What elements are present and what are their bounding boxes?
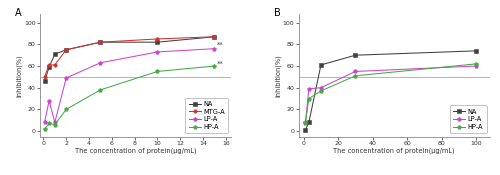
LP-A (352, 70, 358, 72)
HP-A (42, 128, 48, 130)
HP-A (63, 108, 69, 110)
Legend: NA, MTG-A, LP-A, HP-A: NA, MTG-A, LP-A, HP-A (185, 97, 228, 133)
Line: NA: NA (43, 35, 216, 83)
NA (306, 121, 312, 123)
HP-A (318, 90, 324, 92)
Text: **: ** (216, 42, 224, 48)
LP-A (63, 77, 69, 79)
HP-A (212, 65, 218, 67)
Line: MTG-A: MTG-A (43, 35, 216, 79)
NA (63, 49, 69, 51)
MTG-A (212, 36, 218, 38)
HP-A (46, 122, 52, 125)
Text: B: B (274, 8, 280, 18)
Y-axis label: Inhibition(%): Inhibition(%) (275, 54, 281, 97)
HP-A (98, 89, 103, 91)
HP-A (154, 70, 160, 72)
MTG-A (63, 49, 69, 51)
NA (302, 129, 308, 131)
HP-A (302, 122, 308, 125)
NA (52, 53, 58, 55)
NA (46, 66, 52, 68)
MTG-A (98, 41, 103, 43)
LP-A (318, 87, 324, 89)
LP-A (154, 51, 160, 53)
Line: HP-A: HP-A (42, 64, 216, 131)
X-axis label: The concentration of protein(μg/mL): The concentration of protein(μg/mL) (334, 147, 455, 153)
LP-A (473, 65, 479, 67)
HP-A (52, 124, 58, 126)
Line: HP-A: HP-A (304, 62, 478, 126)
NA (98, 41, 103, 43)
NA (212, 36, 218, 38)
NA (42, 80, 48, 82)
LP-A (302, 121, 308, 123)
Y-axis label: Inhibition(%): Inhibition(%) (16, 54, 23, 97)
Legend: NA, LP-A, HP-A: NA, LP-A, HP-A (450, 105, 486, 133)
LP-A (98, 62, 103, 64)
MTG-A (52, 64, 58, 66)
MTG-A (42, 76, 48, 78)
Text: A: A (15, 8, 22, 18)
HP-A (473, 63, 479, 65)
HP-A (352, 75, 358, 77)
LP-A (46, 100, 52, 102)
NA (154, 41, 160, 43)
LP-A (306, 88, 312, 90)
Line: NA: NA (304, 49, 478, 132)
Text: **: ** (216, 60, 224, 66)
Line: LP-A: LP-A (42, 47, 216, 124)
X-axis label: The concentration of protein(μg/mL): The concentration of protein(μg/mL) (75, 147, 196, 153)
MTG-A (154, 38, 160, 40)
HP-A (306, 97, 312, 100)
MTG-A (46, 64, 52, 66)
Line: LP-A: LP-A (304, 64, 478, 124)
LP-A (52, 121, 58, 123)
LP-A (212, 48, 218, 50)
NA (318, 64, 324, 66)
NA (473, 50, 479, 52)
NA (352, 54, 358, 56)
LP-A (42, 121, 48, 123)
